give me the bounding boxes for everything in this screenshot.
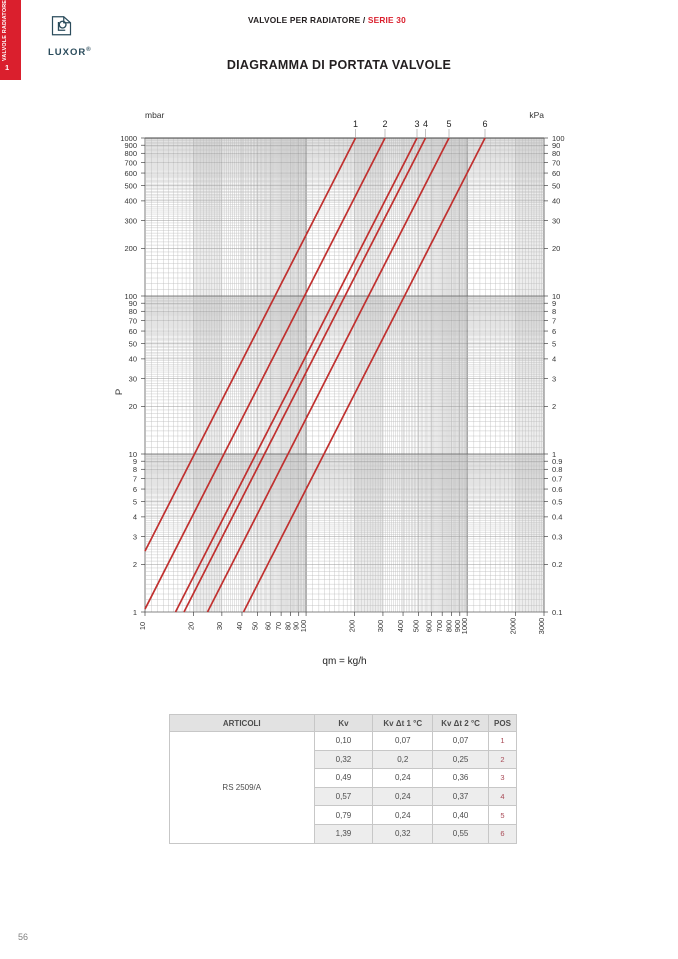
svg-text:P: P xyxy=(114,389,125,395)
svg-text:0.6: 0.6 xyxy=(552,485,562,494)
svg-text:0.8: 0.8 xyxy=(552,465,562,474)
svg-text:3000: 3000 xyxy=(537,618,546,635)
svg-text:70: 70 xyxy=(129,316,137,325)
svg-text:100: 100 xyxy=(299,620,308,633)
svg-text:20: 20 xyxy=(186,622,195,630)
svg-text:mbar: mbar xyxy=(145,110,165,120)
svg-text:800: 800 xyxy=(124,149,137,158)
svg-text:60: 60 xyxy=(263,622,272,630)
svg-text:30: 30 xyxy=(129,374,137,383)
svg-text:2: 2 xyxy=(382,119,387,129)
svg-text:20: 20 xyxy=(552,244,560,253)
svg-text:10: 10 xyxy=(138,622,147,630)
svg-text:0.3: 0.3 xyxy=(552,532,562,541)
svg-text:60: 60 xyxy=(129,327,137,336)
svg-text:70: 70 xyxy=(552,158,560,167)
svg-text:60: 60 xyxy=(552,169,560,178)
svg-text:6: 6 xyxy=(133,485,137,494)
svg-text:4: 4 xyxy=(552,355,556,364)
svg-text:1000: 1000 xyxy=(460,618,469,635)
svg-text:700: 700 xyxy=(124,158,137,167)
svg-text:200: 200 xyxy=(348,620,357,633)
svg-text:30: 30 xyxy=(552,216,560,225)
svg-text:0.5: 0.5 xyxy=(552,497,562,506)
svg-text:4: 4 xyxy=(133,513,137,522)
svg-text:8: 8 xyxy=(133,465,137,474)
svg-text:0.2: 0.2 xyxy=(552,560,562,569)
svg-text:6: 6 xyxy=(482,119,487,129)
svg-text:600: 600 xyxy=(424,620,433,633)
svg-text:7: 7 xyxy=(133,474,137,483)
svg-text:40: 40 xyxy=(552,197,560,206)
svg-text:2000: 2000 xyxy=(509,618,518,635)
svg-text:5: 5 xyxy=(552,339,556,348)
svg-text:8: 8 xyxy=(552,307,556,316)
svg-text:qm = kg/h: qm = kg/h xyxy=(322,656,366,667)
svg-text:50: 50 xyxy=(129,339,137,348)
svg-text:700: 700 xyxy=(435,620,444,633)
svg-text:40: 40 xyxy=(129,355,137,364)
svg-text:6: 6 xyxy=(552,327,556,336)
svg-text:80: 80 xyxy=(129,307,137,316)
svg-text:2: 2 xyxy=(552,402,556,411)
svg-text:7: 7 xyxy=(552,316,556,325)
svg-text:40: 40 xyxy=(235,622,244,630)
svg-text:5: 5 xyxy=(446,119,451,129)
svg-text:4: 4 xyxy=(423,119,428,129)
svg-text:300: 300 xyxy=(376,620,385,633)
svg-text:0.7: 0.7 xyxy=(552,474,562,483)
svg-text:500: 500 xyxy=(124,181,137,190)
svg-text:50: 50 xyxy=(251,622,260,630)
svg-text:300: 300 xyxy=(124,216,137,225)
svg-text:2: 2 xyxy=(133,560,137,569)
svg-text:5: 5 xyxy=(133,497,137,506)
svg-text:0.1: 0.1 xyxy=(552,608,562,617)
svg-text:0.4: 0.4 xyxy=(552,513,562,522)
svg-text:1: 1 xyxy=(353,119,358,129)
svg-text:3: 3 xyxy=(133,532,137,541)
svg-text:400: 400 xyxy=(396,620,405,633)
svg-text:3: 3 xyxy=(414,119,419,129)
svg-text:3: 3 xyxy=(552,374,556,383)
svg-text:80: 80 xyxy=(552,149,560,158)
svg-text:kPa: kPa xyxy=(529,110,544,120)
svg-text:600: 600 xyxy=(124,169,137,178)
svg-text:200: 200 xyxy=(124,244,137,253)
svg-text:1: 1 xyxy=(133,608,137,617)
svg-text:50: 50 xyxy=(552,181,560,190)
svg-text:30: 30 xyxy=(215,622,224,630)
svg-text:70: 70 xyxy=(274,622,283,630)
svg-text:500: 500 xyxy=(412,620,421,633)
svg-text:400: 400 xyxy=(124,197,137,206)
svg-text:20: 20 xyxy=(129,402,137,411)
